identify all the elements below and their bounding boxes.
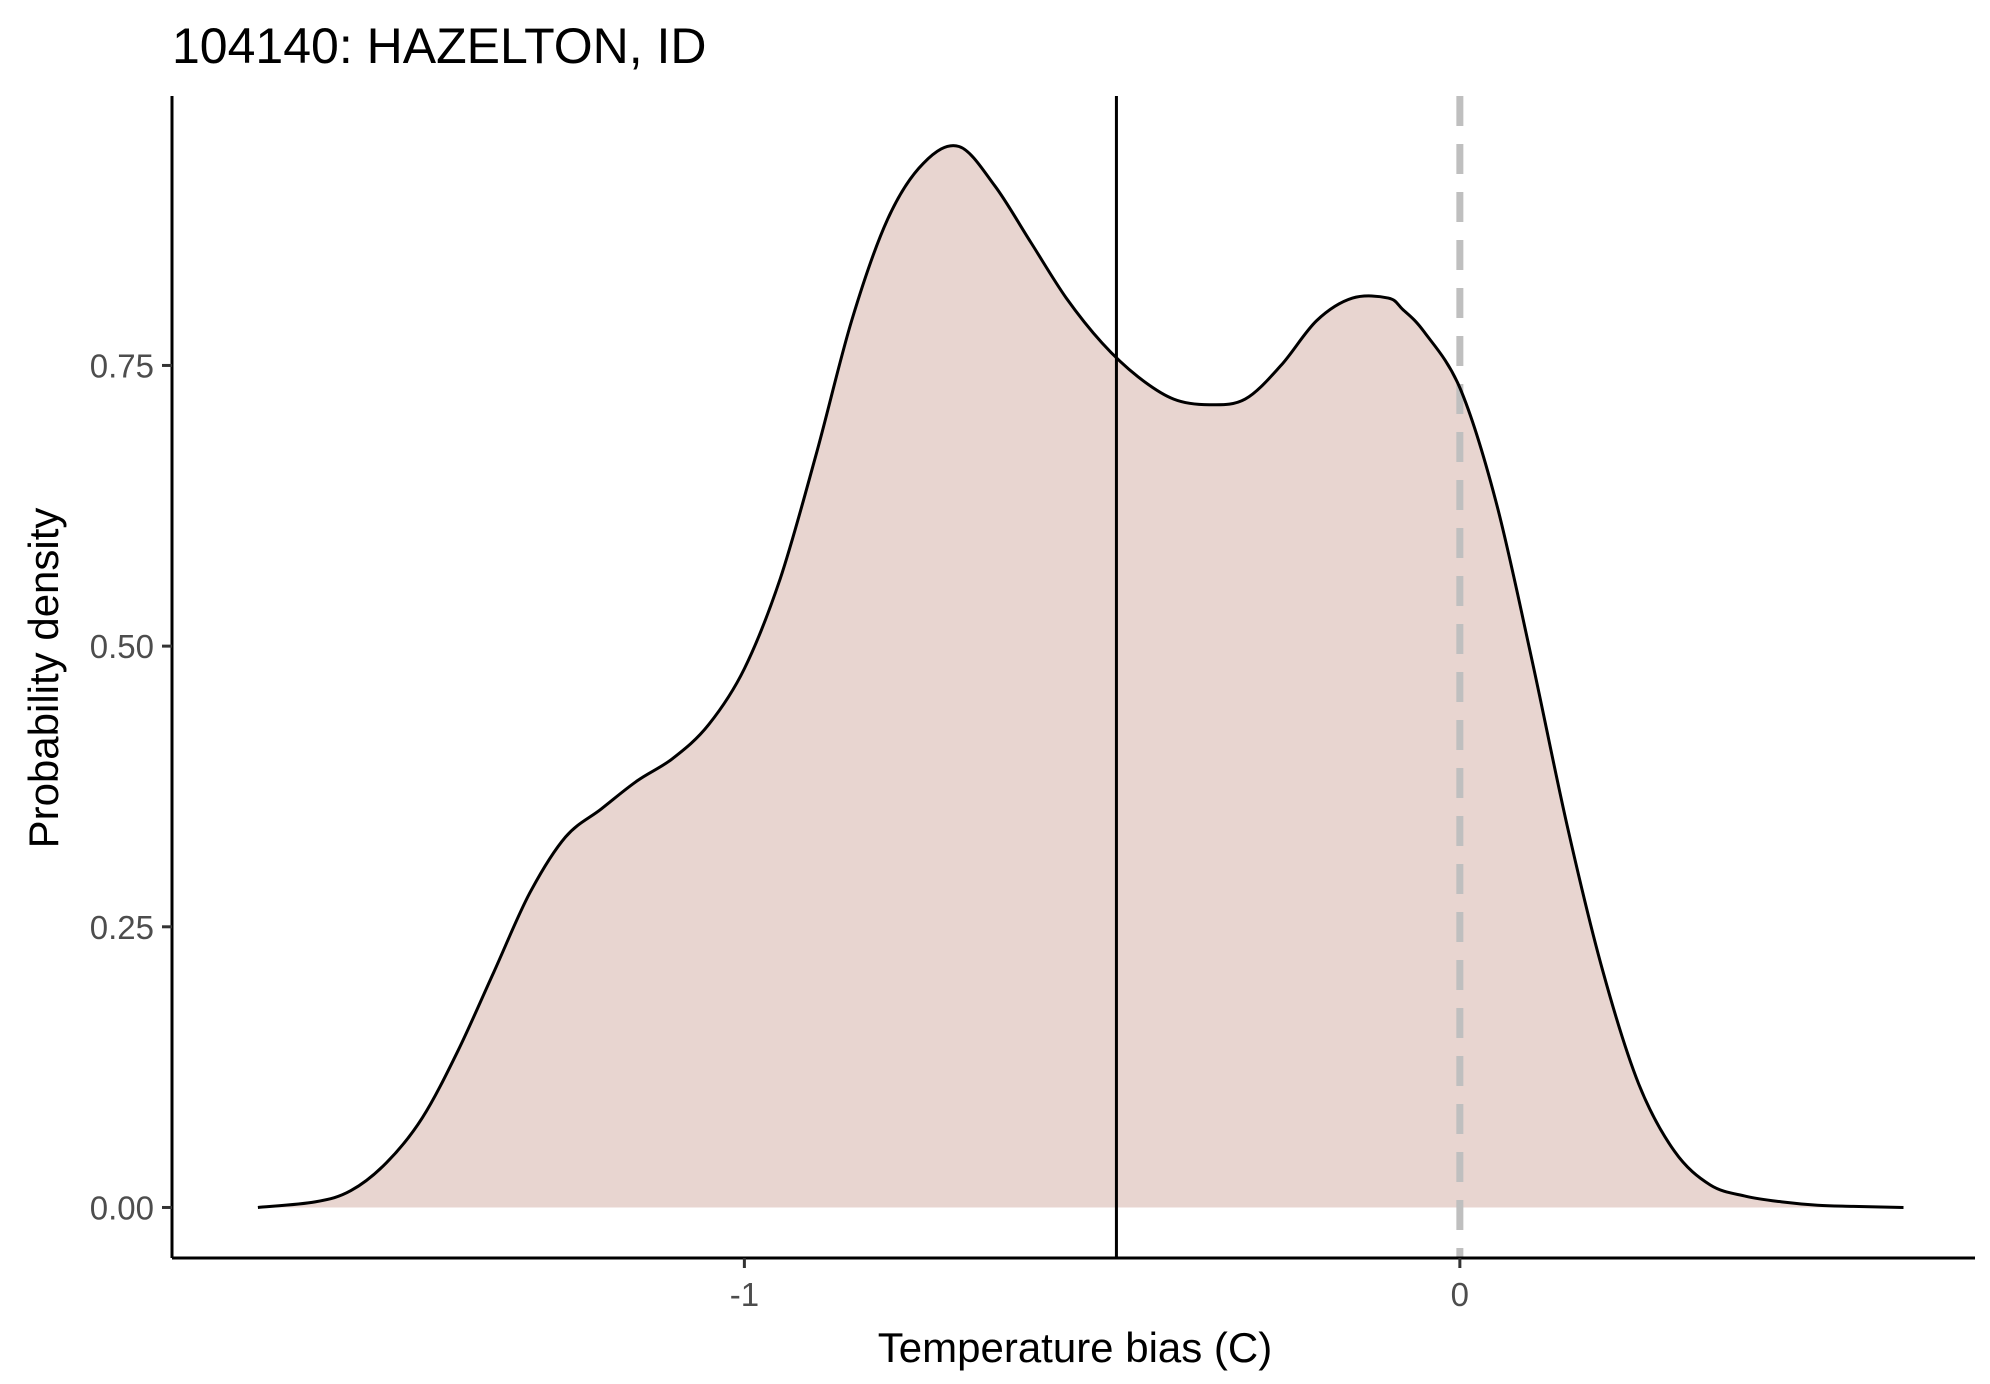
plot-panel [257, 96, 1904, 1258]
x-tick-label: -1 [730, 1276, 759, 1313]
y-tick-label: 0.00 [90, 1189, 154, 1226]
x-axis: -1 0 [172, 1256, 1975, 1313]
density-area [257, 145, 1904, 1208]
y-axis-title: Probability density [20, 508, 67, 849]
x-tick-label: 0 [1451, 1276, 1469, 1313]
x-axis-title: Temperature bias (C) [878, 1324, 1272, 1371]
y-axis: 0.00 0.25 0.50 0.75 [90, 96, 174, 1258]
y-tick-label: 0.75 [90, 347, 154, 384]
y-tick-label: 0.50 [90, 628, 154, 665]
y-tick-label: 0.25 [90, 909, 154, 946]
density-curve [257, 144, 1904, 1209]
chart-title: 104140: HAZELTON, ID [172, 18, 707, 74]
